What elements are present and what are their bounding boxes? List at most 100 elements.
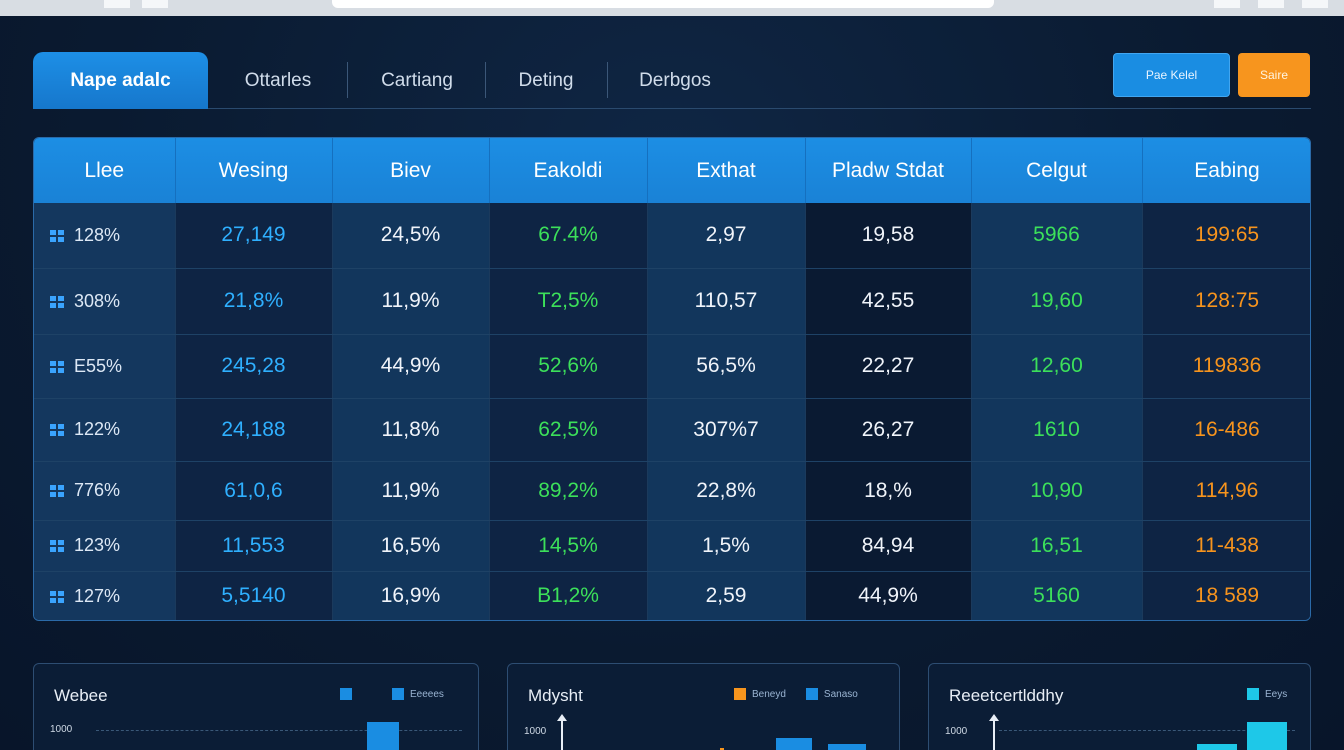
table-cell: 16,5% [332,520,490,572]
table-row[interactable]: 127% 5,5140 16,9% B1,2% 2,59 44,9% 5160 18 589 [34,571,1310,620]
table-cell: 119836 [1142,334,1310,399]
chart-bar [828,744,866,750]
browser-button[interactable] [1258,0,1284,8]
column-header[interactable]: Pladw Stdat [805,138,972,203]
browser-chrome [0,0,1344,16]
table-cell: 21,8% [175,268,333,335]
tab-0[interactable]: Nape adalc [33,52,208,109]
address-bar[interactable] [332,0,994,8]
table-row[interactable]: 123% 11,553 16,5% 14,5% 1,5% 84,94 16,51 11-438 [34,520,1310,572]
tab-divider [485,62,486,98]
table-cell: 24,5% [332,203,490,269]
tab-3[interactable]: Deting [518,69,574,91]
column-header[interactable]: Eabing [1142,138,1310,203]
primary-action-button[interactable]: Pae Kelel [1113,53,1230,97]
table-cell: 11,9% [332,268,490,335]
table-cell: 2,97 [647,203,806,269]
table-cell: 56,5% [647,334,806,399]
table-row[interactable]: 128% 27,149 24,5% 67.4% 2,97 19,58 5966 199:65 [34,203,1310,269]
table-cell: 11,553 [175,520,333,572]
column-header[interactable]: Wesing [175,138,333,203]
table-cell: 27,149 [175,203,333,269]
table-cell: 18,% [805,461,972,521]
tab-divider [607,62,608,98]
table-cell: 245,28 [175,334,333,399]
row-label-cell: E55% [34,334,176,399]
y-tick-label: 1000 [50,724,73,735]
column-header[interactable]: Eakoldi [489,138,648,203]
table-cell: 11,9% [332,461,490,521]
legend-label: Sanaso [823,688,858,700]
table-cell: 1610 [971,398,1143,462]
chart-panel-2: Mdysht Beneyd Sanaso 1000 [507,663,900,750]
table-row[interactable]: 776% 61,0,6 11,9% 89,2% 22,8% 18,% 10,90 114,96 [34,461,1310,521]
table-cell: 16,51 [971,520,1143,572]
chart-panel-1: Webee Eeeees 1000 [33,663,479,750]
legend-swatch [1247,688,1259,700]
dashboard-app: Nape adalc Ottarles Cartiang Deting Derb… [0,16,1344,750]
table-cell: 22,8% [647,461,806,521]
row-label: 776% [74,480,121,500]
column-header[interactable]: Exthat [647,138,806,203]
table-cell: 2,59 [647,571,806,620]
grid-icon [50,360,64,373]
row-label-cell: 123% [34,520,176,572]
table-cell: 11-438 [1142,520,1310,572]
column-header[interactable]: Celgut [971,138,1143,203]
chart-bar [720,748,724,750]
row-label: 128% [74,224,121,245]
table-cell: 307%7 [647,398,806,462]
legend-swatch [805,688,818,700]
table-cell: 128:75 [1142,268,1310,335]
table-row[interactable]: E55% 245,28 44,9% 52,6% 56,5% 22,27 12,60 11983… [34,334,1310,399]
table-cell: 10,90 [971,461,1143,521]
table-header-row: Llee Wesing Biev Eakoldi Exthat Pladw St… [34,138,1310,203]
gridline [999,730,1295,731]
table-cell: 84,94 [805,520,972,572]
table-cell: 5966 [971,203,1143,269]
column-header[interactable]: Biev [332,138,490,203]
legend-label: Beneyd [752,688,786,700]
table-cell: B1,2% [489,571,648,620]
browser-button[interactable] [1302,0,1328,8]
row-label: 308% [74,290,121,311]
row-label-cell: 776% [34,461,176,521]
legend-label: Eeys [1265,688,1288,700]
secondary-action-button[interactable]: Saire [1238,53,1310,97]
table-cell: 11,8% [332,398,490,462]
chart-bar [1197,744,1237,750]
table-cell: 42,55 [805,268,972,335]
table-cell: 14,5% [489,520,648,572]
data-table: Llee Wesing Biev Eakoldi Exthat Pladw St… [33,137,1311,621]
table-cell: 24,188 [175,398,333,462]
table-cell: 52,6% [489,334,648,399]
legend-swatch [734,688,746,700]
table-cell: 19,58 [805,203,972,269]
tab-4[interactable]: Derbgos [639,69,711,91]
panel-title: Mdysht [528,686,583,705]
table-row[interactable]: 308% 21,8% 11,9% T2,5% 110,57 42,55 19,60 128:7… [34,268,1310,335]
y-axis-arrow [989,714,999,750]
table-row[interactable]: 122% 24,188 11,8% 62,5% 307%7 26,27 1610 16-486 [34,398,1310,462]
table-cell: 61,0,6 [175,461,333,521]
chart-legend: Beneyd Sanaso [734,688,858,700]
row-label-cell: 127% [34,571,176,620]
row-label-cell: 128% [34,203,176,269]
table-cell: 5160 [971,571,1143,620]
browser-button[interactable] [1214,0,1240,8]
tab-2[interactable]: Cartiang [381,69,453,91]
table-cell: 1,5% [647,520,806,572]
table-cell: 16-486 [1142,398,1310,462]
table-cell: 62,5% [489,398,648,462]
column-header[interactable]: Llee [34,138,176,203]
table-cell: 199:65 [1142,203,1310,269]
chart-legend: Eeys [1247,688,1287,700]
row-label: 123% [74,535,121,555]
browser-button[interactable] [142,0,168,8]
chart-legend: Eeeees [340,688,444,700]
table-cell: 114,96 [1142,461,1310,521]
legend-swatch [340,688,352,700]
tab-1[interactable]: Ottarles [244,69,312,91]
browser-button[interactable] [104,0,130,8]
y-tick-label: 1000 [524,726,547,737]
